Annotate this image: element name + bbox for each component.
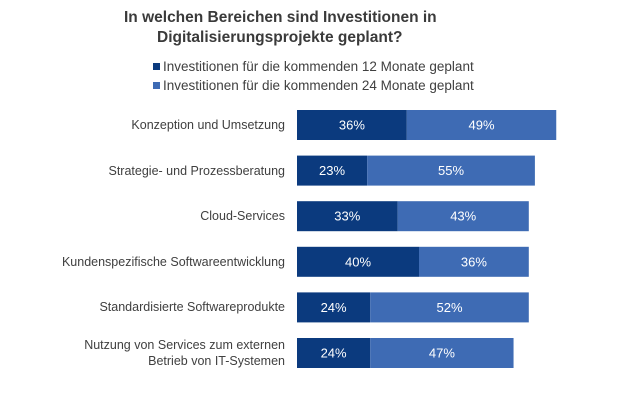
- category-label-line: Standardisierte Softwareprodukte: [99, 300, 285, 315]
- category-label-line: Cloud-Services: [200, 209, 285, 224]
- category-label-line: Strategie- und Prozessberatung: [108, 163, 286, 178]
- category-label-line: Konzeption und Umsetzung: [131, 118, 285, 132]
- bar-segment-12-months: [297, 338, 371, 368]
- legend-label-24-months: Investitionen für die kommenden 24 Monat…: [163, 78, 474, 93]
- legend-swatch-12-months: [153, 63, 160, 70]
- data-label-12-months: 40%: [345, 254, 371, 269]
- legend-label-12-months: Investitionen für die kommenden 12 Monat…: [163, 59, 474, 74]
- bar-segment-12-months: [297, 155, 368, 186]
- data-label-12-months: 33%: [334, 209, 360, 224]
- bar-segment-24-months: [419, 246, 529, 277]
- data-label-12-months: 23%: [319, 163, 345, 178]
- bar-segment-12-months: [297, 201, 398, 232]
- bar-segment-24-months: [406, 110, 557, 140]
- data-label-12-months: 24%: [321, 346, 347, 361]
- bar-segment-12-months: [297, 110, 407, 140]
- bar-segment-12-months: [297, 292, 371, 323]
- data-label-12-months: 36%: [339, 118, 365, 133]
- bar-segment-24-months: [367, 155, 535, 186]
- legend-swatch-24-months: [153, 82, 160, 89]
- bar-segment-24-months: [397, 201, 529, 232]
- bar-segment-24-months: [370, 338, 514, 368]
- data-label-24-months: 52%: [436, 300, 462, 315]
- category-label: Strategie- und Prozessberatung: [109, 163, 286, 179]
- category-label-line: Betrieb von IT-Systemen: [148, 354, 285, 368]
- data-label-24-months: 43%: [450, 209, 476, 224]
- data-label-24-months: 47%: [429, 346, 455, 361]
- category-label: Standardisierte Softwareprodukte: [99, 299, 285, 315]
- bar-segment-24-months: [370, 292, 529, 323]
- chart-title-line-1: In welchen Bereichen sind Investitionen …: [124, 9, 437, 26]
- category-label: Kundenspezifische Softwareentwicklung: [62, 254, 285, 270]
- category-label-line: Kundenspezifische Softwareentwicklung: [61, 254, 285, 269]
- data-label-24-months: 36%: [461, 254, 487, 269]
- legend-item-24-months: Investitionen für die kommenden 24 Monat…: [153, 76, 474, 95]
- category-label: Nutzung von Services zum externen Betrieb…: [84, 337, 285, 369]
- bar-segment-12-months: [297, 246, 419, 277]
- category-label: Konzeption und Umsetzung: [131, 117, 285, 133]
- chart-legend: Investitionen für die kommenden 12 Monat…: [153, 57, 474, 95]
- category-label-line: Nutzung von Services zum externen: [84, 338, 285, 352]
- chart-title-line-2: Digitalisierungsprojekte geplant?: [157, 29, 403, 46]
- data-label-24-months: 55%: [438, 163, 464, 178]
- legend-item-12-months: Investitionen für die kommenden 12 Monat…: [153, 57, 474, 76]
- category-label: Cloud-Services: [200, 208, 285, 224]
- data-label-24-months: 49%: [469, 118, 495, 133]
- data-label-12-months: 24%: [321, 300, 347, 315]
